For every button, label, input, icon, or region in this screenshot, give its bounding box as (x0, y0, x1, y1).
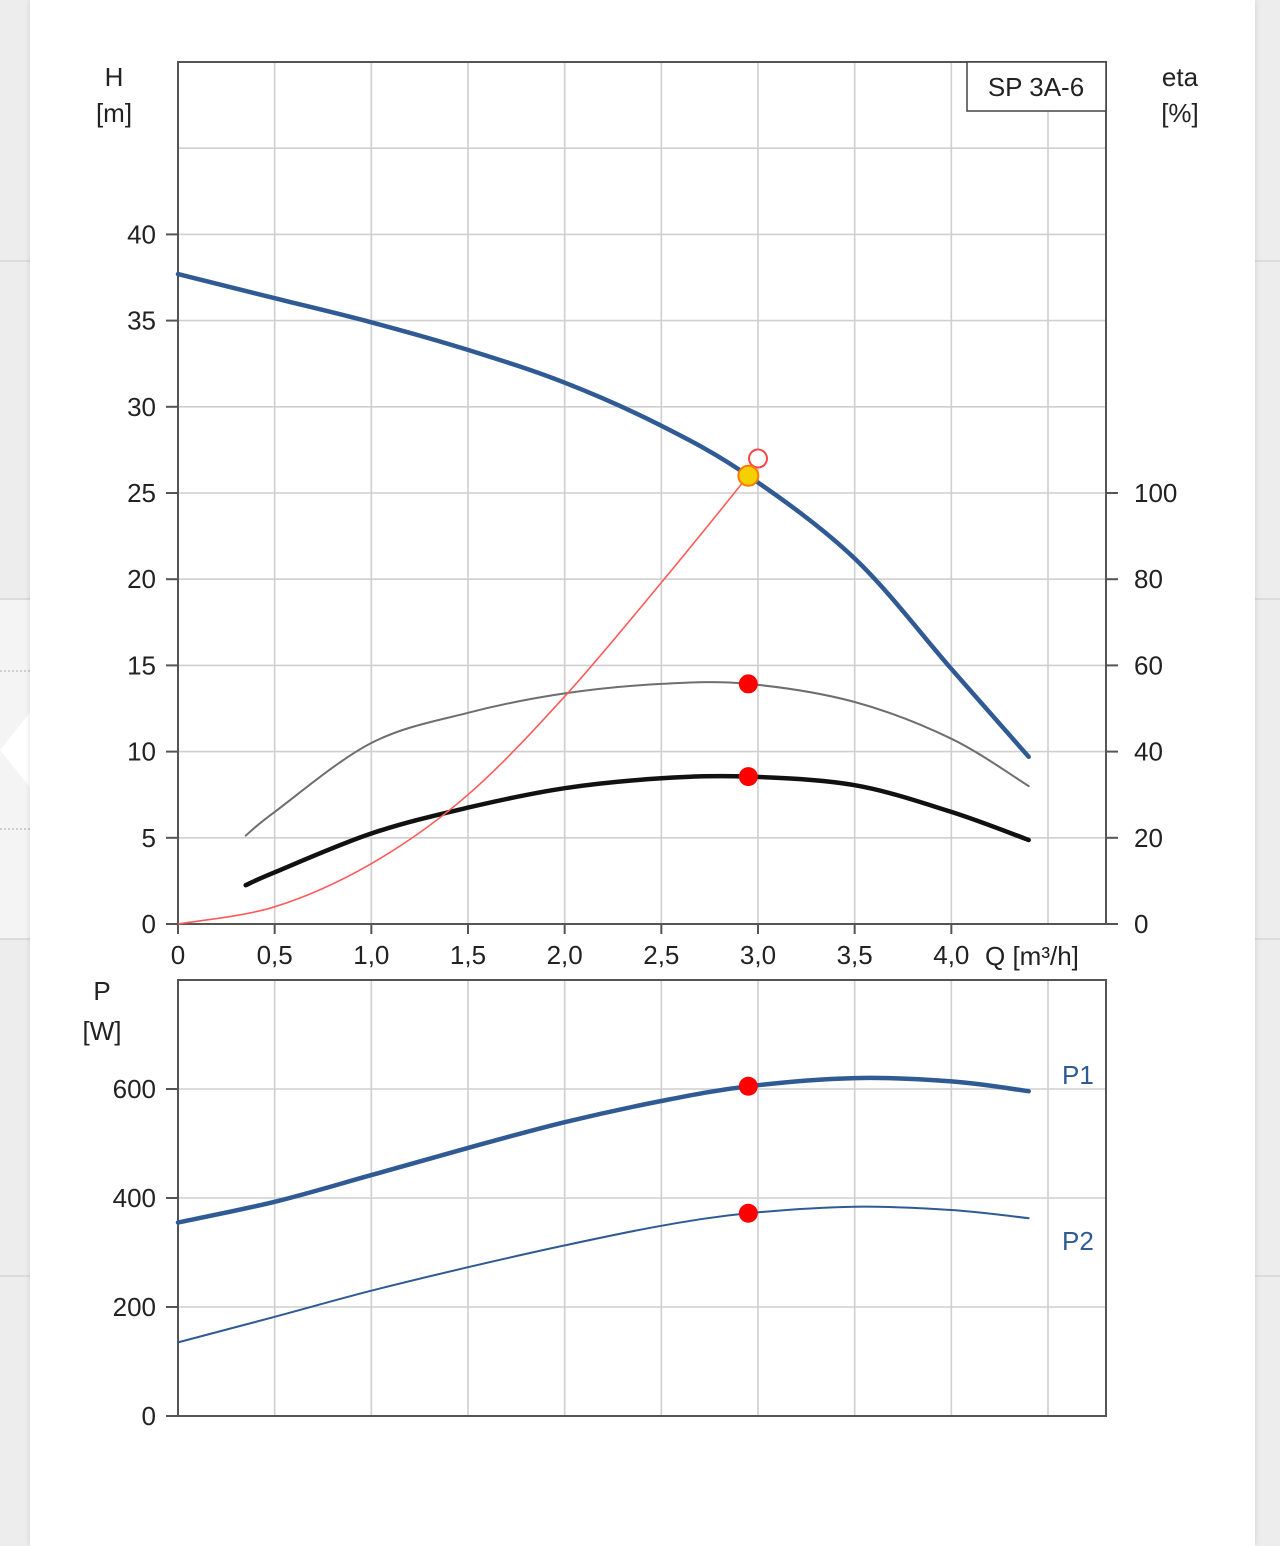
efficiency-point-total[interactable] (738, 767, 758, 787)
duty-point[interactable] (737, 464, 760, 487)
flow-tick-label: 2,5 (643, 940, 679, 970)
flow-tick-label: 4,0 (933, 940, 969, 970)
eta-tick-label: 80 (1134, 564, 1163, 594)
head-tick-label: 15 (127, 650, 156, 680)
head-tick-label: 0 (142, 909, 156, 939)
head-tick-label: 40 (127, 219, 156, 249)
power-curve-p2 (177, 1205, 1030, 1344)
flow-axis-ticks: 0 0,5 1,0 1,5 2,0 2,5 3,0 3,5 4,0 (171, 924, 969, 970)
flow-tick-label: 3,5 (837, 940, 873, 970)
flow-tick-label: 1,5 (450, 940, 486, 970)
power-point-p2[interactable] (738, 1203, 758, 1223)
head-tick-label: 10 (127, 737, 156, 767)
power-tick-label: 200 (113, 1292, 156, 1322)
series-label-p1: P1 (1062, 1060, 1094, 1090)
pump-model-box (966, 61, 1107, 112)
head-tick-label: 30 (127, 392, 156, 422)
background-dotted-divider (0, 670, 30, 672)
pump-curve-chart: 0 5 10 15 20 25 30 35 40 0 20 40 60 80 100 0 0,5 1,0 1,5… (83, 61, 1199, 1431)
head-axis-ticks: 0 5 10 15 20 25 30 35 40 (127, 219, 178, 939)
eta-axis-unit: [%] (1161, 98, 1199, 128)
eta-tick-label: 100 (1134, 478, 1177, 508)
head-tick-label: 20 (127, 564, 156, 594)
background-divider (1250, 598, 1280, 600)
eta-tick-label: 60 (1134, 650, 1163, 680)
eta-tick-label: 0 (1134, 909, 1148, 939)
flow-tick-label: 0,5 (257, 940, 293, 970)
flow-tick-label: 2,0 (547, 940, 583, 970)
chart-modal: 0 5 10 15 20 25 30 35 40 0 20 40 60 80 100 0 0,5 1,0 1,5… (30, 0, 1255, 1546)
efficiency-curve-pump (244, 681, 1030, 837)
head-tick-label: 5 (142, 823, 156, 853)
eta-axis-ticks: 0 20 40 60 80 100 (1106, 478, 1177, 939)
pump-model-label: SP 3A-6 (988, 72, 1084, 102)
system-curve (177, 475, 749, 925)
efficiency-point-pump[interactable] (738, 674, 758, 694)
head-chart-grid (178, 62, 1106, 924)
background-divider (0, 938, 40, 940)
head-curve (175, 271, 1031, 760)
efficiency-curve-total (243, 773, 1031, 888)
eta-axis-label: eta (1162, 62, 1199, 92)
series-label-p2: P2 (1062, 1226, 1094, 1256)
power-axis-unit: [W] (83, 1016, 122, 1046)
eta-tick-label: 40 (1134, 737, 1163, 767)
flow-axis-label: Q [m³/h] (985, 941, 1079, 971)
head-tick-label: 35 (127, 306, 156, 336)
head-tick-label: 25 (127, 478, 156, 508)
power-point-p1[interactable] (738, 1076, 758, 1096)
power-curve-p1 (175, 1075, 1031, 1225)
power-axis-label: P (93, 976, 110, 1006)
power-axis-ticks: 0 200 400 600 (113, 1074, 178, 1431)
background-divider (0, 1275, 40, 1277)
power-chart-grid (178, 980, 1106, 1416)
background-divider (1250, 938, 1280, 940)
requested-duty-point[interactable] (748, 448, 768, 469)
head-axis-unit: [m] (96, 98, 132, 128)
background-dotted-divider (0, 828, 30, 830)
flow-tick-label: 1,0 (353, 940, 389, 970)
flow-tick-label: 0 (171, 940, 185, 970)
background-divider (0, 260, 40, 262)
background-divider (1250, 260, 1280, 262)
power-tick-label: 400 (113, 1183, 156, 1213)
power-tick-label: 0 (142, 1401, 156, 1431)
eta-tick-label: 20 (1134, 823, 1163, 853)
background-divider (1250, 1275, 1280, 1277)
power-tick-label: 600 (113, 1074, 156, 1104)
flow-tick-label: 3,0 (740, 940, 776, 970)
background-divider (0, 598, 40, 600)
head-axis-label: H (105, 62, 124, 92)
